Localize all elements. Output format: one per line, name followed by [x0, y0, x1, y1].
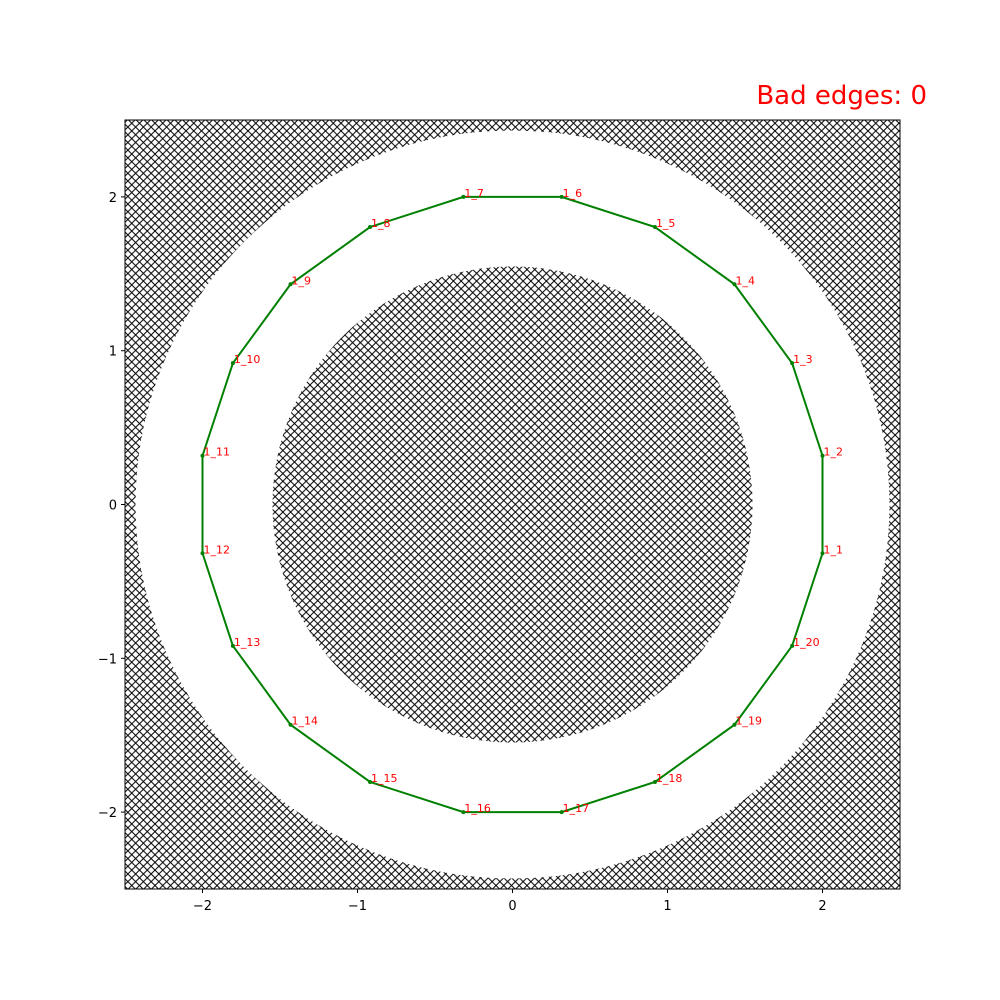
vertex [230, 643, 235, 648]
y-tick-label: 2 [109, 191, 117, 206]
vertex [461, 810, 466, 815]
vertex [461, 194, 466, 199]
y-tick-label: −1 [98, 652, 117, 667]
vertex [652, 779, 657, 784]
vertex [732, 282, 737, 287]
vertex [200, 453, 205, 458]
vertex [200, 551, 205, 556]
obstacles [125, 120, 900, 889]
vertex [559, 810, 564, 815]
vertex [790, 361, 795, 366]
vertex [368, 779, 373, 784]
vertex [732, 722, 737, 727]
vertex-label: 1_18 [656, 772, 683, 785]
x-tick-label: 0 [508, 899, 516, 914]
x-tick-label: −1 [348, 899, 367, 914]
inner-obstacle [272, 266, 753, 743]
vertex-label: 1_8 [371, 217, 391, 230]
vertex-label: 1_2 [824, 446, 844, 459]
vertex-label: 1_1 [824, 543, 844, 556]
vertex [368, 225, 373, 230]
vertex-label: 1_9 [292, 274, 312, 287]
vertex [820, 453, 825, 458]
outer-obstacle [125, 120, 900, 889]
vertex-label: 1_20 [793, 636, 820, 649]
vertex-label: 1_4 [735, 274, 755, 287]
vertex [652, 225, 657, 230]
vertex-label: 1_6 [563, 187, 583, 200]
vertex-label: 1_10 [234, 353, 261, 366]
vertex-label: 1_5 [656, 217, 676, 230]
vertex [288, 282, 293, 287]
vertex-label: 1_12 [204, 543, 231, 556]
vertex-label: 1_3 [793, 353, 813, 366]
vertex-label: 1_19 [735, 715, 762, 728]
vertex-label: 1_17 [563, 802, 590, 815]
vertex [820, 551, 825, 556]
vertex [559, 194, 564, 199]
vertex [790, 643, 795, 648]
vertex-label: 1_14 [292, 715, 319, 728]
x-tick-label: −2 [193, 899, 212, 914]
vertex-label: 1_13 [234, 636, 261, 649]
vertex-label: 1_7 [464, 187, 484, 200]
vertex-label: 1_15 [371, 772, 398, 785]
x-tick-label: 1 [663, 899, 671, 914]
vertex-label: 1_11 [204, 446, 231, 459]
vertex [288, 722, 293, 727]
x-tick-label: 2 [818, 899, 826, 914]
y-tick-label: −2 [98, 806, 117, 821]
y-tick-label: 1 [109, 345, 117, 360]
y-tick-label: 0 [109, 499, 117, 514]
chart-title: Bad edges: 0 [756, 81, 927, 111]
vertex [230, 361, 235, 366]
vertex-label: 1_16 [464, 802, 491, 815]
